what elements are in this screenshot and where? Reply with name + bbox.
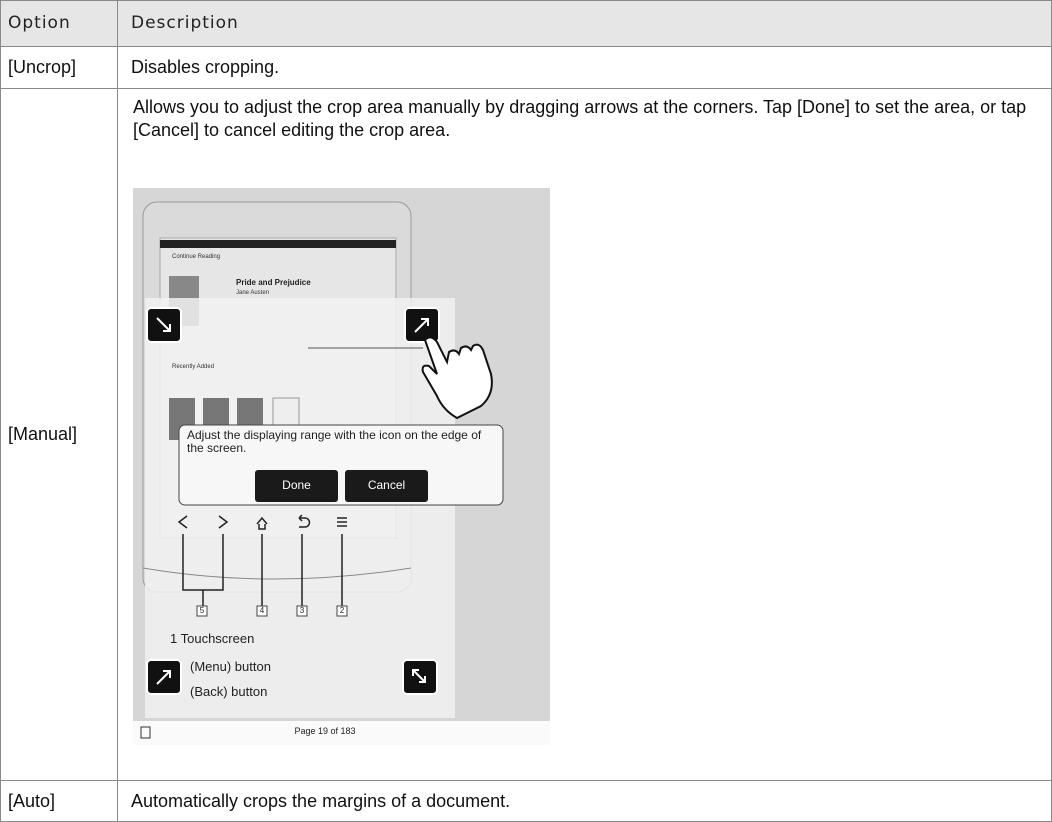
- screen-heading: Recently Added: [172, 364, 215, 370]
- book-title: Pride and Prejudice: [236, 278, 311, 287]
- option-cell: [Uncrop]: [8, 56, 77, 77]
- border: [0, 0, 1, 822]
- description-cell: Disables cropping.: [131, 56, 280, 77]
- header-cell: Description: [117, 0, 1052, 46]
- callout-label: 3: [299, 606, 305, 615]
- border: [0, 0, 1052, 1]
- border: [0, 46, 1052, 47]
- dialog-button[interactable]: Done: [282, 478, 311, 492]
- callout-label: 4: [259, 606, 265, 615]
- option-cell: [Manual]: [8, 423, 78, 444]
- legend-item: 1 Touchscreen: [170, 631, 255, 646]
- legend-item: (Menu) button: [190, 659, 271, 674]
- screen-heading: Continue Reading: [172, 254, 221, 260]
- dialog-button[interactable]: Cancel: [367, 478, 406, 492]
- dialog-text: Adjust the displaying range with the ico…: [187, 428, 482, 455]
- border: [117, 0, 118, 822]
- header-cell: Option: [0, 0, 117, 46]
- description-cell: Allows you to adjust the crop area manua…: [133, 97, 1027, 140]
- callout-label: 2: [339, 606, 345, 615]
- border: [0, 780, 1052, 781]
- legend-item: (Back) button: [190, 684, 268, 699]
- border: [0, 88, 1052, 89]
- page-footer: Page 19 of 183: [294, 726, 356, 736]
- screenshot: [133, 188, 550, 745]
- book-author: Jane Austen: [236, 290, 270, 296]
- callout-label: 5: [199, 606, 205, 615]
- description-cell: Automatically crops the margins of a doc…: [131, 790, 511, 811]
- option-cell: [Auto]: [8, 790, 56, 811]
